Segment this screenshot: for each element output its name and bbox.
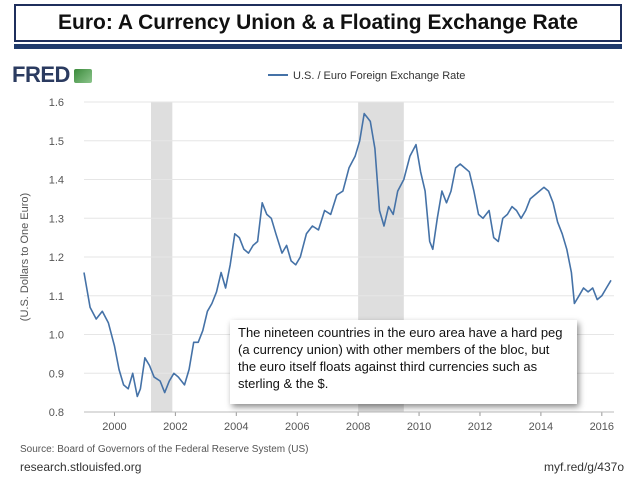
x-tick-label-2: 2004 [224, 421, 248, 433]
x-tick-label-6: 2012 [468, 421, 492, 433]
annotation-text: The nineteen countries in the euro area … [238, 325, 563, 391]
x-tick-label-7: 2014 [529, 421, 553, 433]
x-tick-label-4: 2008 [346, 421, 370, 433]
y-axis-label: (U.S. Dollars to One Euro) [19, 193, 31, 321]
series-line-0 [83, 112, 612, 398]
y-tick-label-2: 1.0 [49, 330, 64, 342]
fred-logo-text: FRED [12, 62, 70, 87]
fred-chart-icon [73, 69, 92, 84]
annotation-box: The nineteen countries in the euro area … [230, 320, 577, 404]
y-tick-label-5: 1.3 [49, 213, 64, 225]
x-tick-label-5: 2010 [407, 421, 431, 433]
x-tick-label-0: 2000 [102, 421, 126, 433]
y-tick-label-1: 0.9 [49, 368, 64, 380]
legend-label: U.S. / Euro Foreign Exchange Rate [293, 70, 465, 82]
site-link[interactable]: research.stlouisfed.org [20, 460, 142, 474]
y-tick-label-4: 1.2 [49, 252, 64, 264]
y-tick-label-7: 1.5 [49, 136, 64, 148]
x-tick-label-8: 2016 [590, 421, 614, 433]
slide-title: Euro: A Currency Union & a Floating Exch… [57, 11, 579, 34]
y-tick-label-8: 1.6 [49, 97, 64, 109]
y-tick-label-6: 1.4 [49, 175, 64, 187]
y-tick-label-3: 1.1 [49, 291, 64, 303]
source-note: Source: Board of Governors of the Federa… [20, 444, 309, 455]
x-tick-label-1: 2002 [163, 421, 187, 433]
slide-title-box: Euro: A Currency Union & a Floating Exch… [14, 4, 622, 42]
title-underline [14, 44, 622, 49]
y-tick-label-0: 0.8 [49, 407, 64, 419]
fred-logo: FRED [12, 62, 92, 88]
short-link[interactable]: myf.red/g/437o [543, 460, 624, 474]
x-tick-label-3: 2006 [285, 421, 309, 433]
